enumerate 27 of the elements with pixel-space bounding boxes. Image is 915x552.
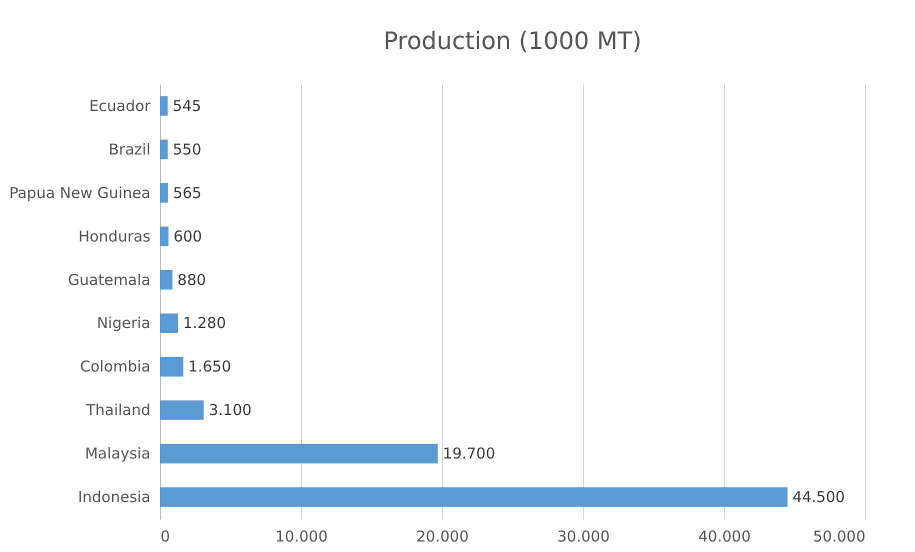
y-tick-label: Thailand (85, 401, 150, 420)
data-label: 1.280 (183, 314, 226, 332)
y-tick-label: Colombia (80, 358, 150, 376)
data-label: 545 (172, 96, 202, 115)
data-label: 565 (172, 184, 202, 202)
data-label: 550 (172, 140, 202, 158)
data-label: 44.500 (792, 488, 845, 506)
y-tick-label: Guatemala (68, 270, 150, 289)
data-label: 880 (177, 270, 206, 289)
y-tick-label: Honduras (78, 227, 151, 246)
y-tick-label: Ecuador (89, 96, 152, 115)
x-tick-label: 30.000 (557, 528, 610, 546)
x-tick-label: 20.000 (416, 528, 469, 546)
data-label: 3.100 (208, 401, 252, 420)
x-tick-label: 10.000 (275, 528, 328, 546)
y-tick-label: Nigeria (96, 314, 150, 332)
chart-title: Production (1000 MT) (383, 27, 642, 55)
y-tick-label: Brazil (108, 140, 150, 158)
data-label: 1.650 (188, 358, 232, 376)
x-tick-label: 40.000 (698, 528, 751, 546)
x-tick-label: 50.000 (813, 528, 866, 546)
y-tick-label: Malaysia (84, 444, 150, 463)
data-label: 600 (173, 227, 202, 246)
data-label: 19.700 (442, 444, 496, 463)
x-tick-label: 0 (160, 528, 170, 546)
y-tick-label: Indonesia (78, 488, 150, 506)
y-tick-label: Papua New Guinea (9, 184, 150, 202)
